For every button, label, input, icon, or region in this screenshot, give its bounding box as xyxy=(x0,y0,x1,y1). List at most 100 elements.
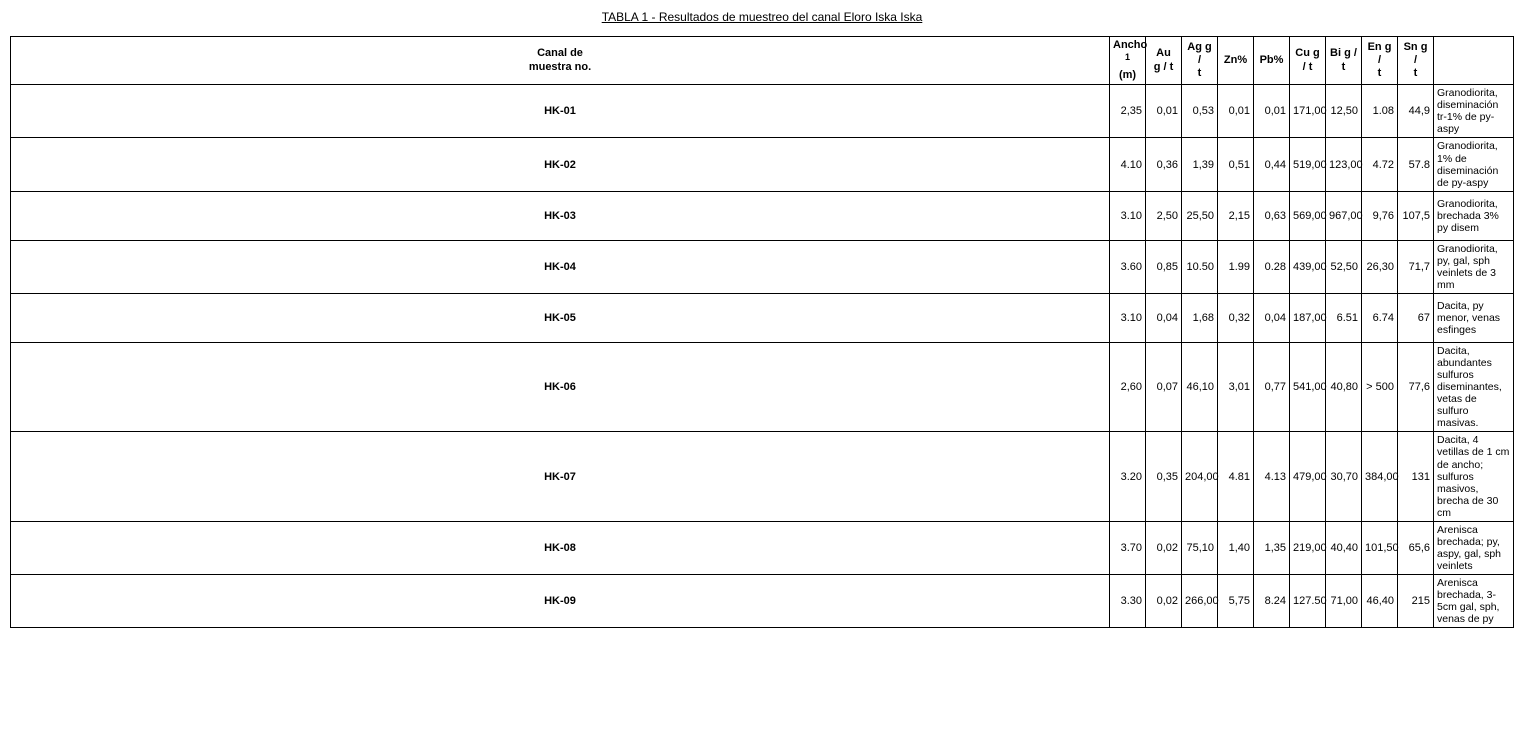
cell-zn: 3,01 xyxy=(1218,342,1254,431)
cell-desc: Dacita, py menor, venas esfinges xyxy=(1434,293,1514,342)
cell-sample: HK-08 xyxy=(11,521,1110,574)
cell-ancho: 2,60 xyxy=(1110,342,1146,431)
cell-ag: 1,68 xyxy=(1182,293,1218,342)
cell-desc: Arenisca brechada; py, aspy, gal, sph ve… xyxy=(1434,521,1514,574)
col-header-desc xyxy=(1434,37,1514,85)
cell-ancho: 2,35 xyxy=(1110,85,1146,138)
table-header-row: Canal demuestra no.Ancho1(m)Aug / tAg g … xyxy=(11,37,1514,85)
cell-en: 101,50 xyxy=(1362,521,1398,574)
table-row: HK-083.700,0275,101,401,35219,0040,40101… xyxy=(11,521,1514,574)
cell-bi: 12,50 xyxy=(1326,85,1362,138)
cell-sn: 44,9 xyxy=(1398,85,1434,138)
cell-cu: 569,00 xyxy=(1290,191,1326,240)
col-header-en: En g /t xyxy=(1362,37,1398,85)
cell-sample: HK-05 xyxy=(11,293,1110,342)
cell-bi: 30,70 xyxy=(1326,432,1362,521)
cell-desc: Dacita, 4 vetillas de 1 cm de ancho; sul… xyxy=(1434,432,1514,521)
cell-cu: 127.50 xyxy=(1290,575,1326,628)
cell-sample: HK-07 xyxy=(11,432,1110,521)
cell-ancho: 4.10 xyxy=(1110,138,1146,191)
cell-bi: 71,00 xyxy=(1326,575,1362,628)
cell-desc: Arenisca brechada, 3-5cm gal, sph, venas… xyxy=(1434,575,1514,628)
cell-desc: Granodiorita, brechada 3% py disem xyxy=(1434,191,1514,240)
cell-ancho: 3.20 xyxy=(1110,432,1146,521)
cell-pb: 0.28 xyxy=(1254,240,1290,293)
cell-au: 0,02 xyxy=(1146,521,1182,574)
cell-desc: Granodiorita, 1% de diseminación de py-a… xyxy=(1434,138,1514,191)
cell-en: 46,40 xyxy=(1362,575,1398,628)
col-header-pb: Pb% xyxy=(1254,37,1290,85)
cell-en: 6.74 xyxy=(1362,293,1398,342)
cell-pb: 1,35 xyxy=(1254,521,1290,574)
cell-desc: Granodiorita, diseminación tr-1% de py-a… xyxy=(1434,85,1514,138)
cell-cu: 519,00 xyxy=(1290,138,1326,191)
col-header-ancho: Ancho1(m) xyxy=(1110,37,1146,85)
cell-cu: 187,00 xyxy=(1290,293,1326,342)
cell-ag: 75,10 xyxy=(1182,521,1218,574)
cell-ag: 46,10 xyxy=(1182,342,1218,431)
cell-zn: 0,32 xyxy=(1218,293,1254,342)
table-row: HK-093.300,02266,005,758.24127.5071,0046… xyxy=(11,575,1514,628)
cell-en: > 500 xyxy=(1362,342,1398,431)
table-row: HK-062,600,0746,103,010,77541,0040,80> 5… xyxy=(11,342,1514,431)
cell-sn: 57.8 xyxy=(1398,138,1434,191)
cell-sn: 131 xyxy=(1398,432,1434,521)
cell-sn: 107,5 xyxy=(1398,191,1434,240)
table-row: HK-033.102,5025,502,150,63569,00967,009,… xyxy=(11,191,1514,240)
cell-en: 4.72 xyxy=(1362,138,1398,191)
sampling-table: Canal demuestra no.Ancho1(m)Aug / tAg g … xyxy=(10,36,1514,628)
cell-ag: 204,00 xyxy=(1182,432,1218,521)
cell-desc: Dacita, abundantes sulfuros diseminantes… xyxy=(1434,342,1514,431)
col-header-bi: Bi g / t xyxy=(1326,37,1362,85)
cell-pb: 0,63 xyxy=(1254,191,1290,240)
col-header-cu: Cu g / t xyxy=(1290,37,1326,85)
cell-au: 0,36 xyxy=(1146,138,1182,191)
cell-ancho: 3.60 xyxy=(1110,240,1146,293)
cell-sample: HK-02 xyxy=(11,138,1110,191)
cell-ancho: 3.70 xyxy=(1110,521,1146,574)
col-header-sn: Sn g /t xyxy=(1398,37,1434,85)
table-row: HK-024.100,361,390,510,44519,00123,004.7… xyxy=(11,138,1514,191)
cell-pb: 4.13 xyxy=(1254,432,1290,521)
cell-zn: 0,51 xyxy=(1218,138,1254,191)
cell-en: 9,76 xyxy=(1362,191,1398,240)
cell-en: 384,00 xyxy=(1362,432,1398,521)
cell-zn: 0,01 xyxy=(1218,85,1254,138)
cell-zn: 4.81 xyxy=(1218,432,1254,521)
cell-en: 26,30 xyxy=(1362,240,1398,293)
cell-ancho: 3.10 xyxy=(1110,191,1146,240)
cell-pb: 0,77 xyxy=(1254,342,1290,431)
cell-ag: 266,00 xyxy=(1182,575,1218,628)
cell-sn: 67 xyxy=(1398,293,1434,342)
table-body: HK-012,350,010,530,010,01171,0012,501.08… xyxy=(11,85,1514,628)
cell-bi: 52,50 xyxy=(1326,240,1362,293)
cell-ancho: 3.30 xyxy=(1110,575,1146,628)
cell-sn: 65,6 xyxy=(1398,521,1434,574)
cell-ag: 0,53 xyxy=(1182,85,1218,138)
cell-au: 0,04 xyxy=(1146,293,1182,342)
cell-sample: HK-01 xyxy=(11,85,1110,138)
cell-ag: 1,39 xyxy=(1182,138,1218,191)
col-header-sample: Canal demuestra no. xyxy=(11,37,1110,85)
table-title: TABLA 1 - Resultados de muestreo del can… xyxy=(10,10,1514,24)
cell-zn: 1,40 xyxy=(1218,521,1254,574)
col-header-au: Aug / t xyxy=(1146,37,1182,85)
col-header-zn: Zn% xyxy=(1218,37,1254,85)
col-header-ag: Ag g /t xyxy=(1182,37,1218,85)
cell-au: 0,02 xyxy=(1146,575,1182,628)
cell-cu: 439,00 xyxy=(1290,240,1326,293)
cell-bi: 40,80 xyxy=(1326,342,1362,431)
cell-bi: 6.51 xyxy=(1326,293,1362,342)
cell-cu: 479,00 xyxy=(1290,432,1326,521)
cell-pb: 0,01 xyxy=(1254,85,1290,138)
cell-zn: 1.99 xyxy=(1218,240,1254,293)
cell-ag: 10.50 xyxy=(1182,240,1218,293)
cell-cu: 171,00 xyxy=(1290,85,1326,138)
cell-pb: 8.24 xyxy=(1254,575,1290,628)
cell-sn: 71,7 xyxy=(1398,240,1434,293)
table-row: HK-073.200,35204,004.814.13479,0030,7038… xyxy=(11,432,1514,521)
table-row: HK-053.100,041,680,320,04187,006.516.746… xyxy=(11,293,1514,342)
cell-ag: 25,50 xyxy=(1182,191,1218,240)
cell-sample: HK-09 xyxy=(11,575,1110,628)
cell-sn: 215 xyxy=(1398,575,1434,628)
